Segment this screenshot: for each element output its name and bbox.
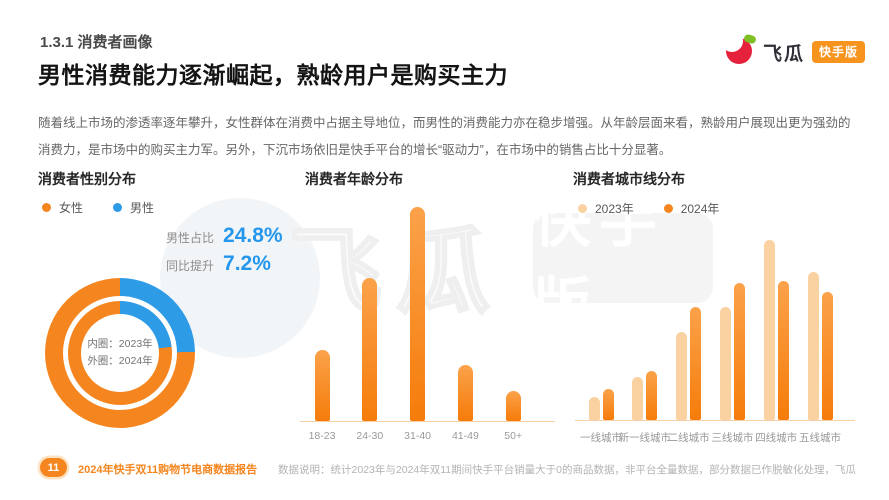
age-label-18-23: 18-23 — [308, 430, 336, 442]
city-bar-新一线城市-2023年 — [632, 376, 644, 420]
logo-edition-badge: 快手版 — [811, 41, 865, 63]
brand-logo: 飞瓜 快手版 — [720, 30, 865, 70]
city-bar-二线城市-2024年 — [690, 306, 702, 420]
city-bar-四线城市-2024年 — [777, 281, 789, 420]
donut-center-note: 内圈：2023年 外圈：2024年 — [81, 314, 159, 392]
stat-male-share: 男性占比 24.8% — [166, 224, 283, 252]
gender-stats: 男性占比 24.8% 同比提升 7.2% — [166, 224, 283, 280]
city-label-三线城市: 三线城市 — [711, 432, 754, 444]
stat-male-share-label: 男性占比 — [166, 231, 215, 245]
city-bar-二线城市-2023年 — [676, 331, 688, 420]
stat-yoy-lift-value: 7.2% — [223, 252, 271, 275]
age-bar-18-23 — [314, 350, 330, 421]
section-label: 1.3.1 消费者画像 — [40, 34, 153, 51]
city-legend: 2023年 2024年 — [578, 200, 741, 217]
logo-brand-text: 飞瓜 — [762, 43, 805, 65]
age-bar-41-49 — [457, 365, 473, 421]
city-label-二线城市: 二线城市 — [667, 432, 710, 444]
city-bar-五线城市-2024年 — [821, 292, 833, 420]
city-chart-title: 消费者城市线分布 — [573, 171, 685, 187]
stat-yoy-lift: 同比提升 7.2% — [166, 252, 283, 280]
watermelon-smile-icon — [720, 30, 758, 70]
legend-dot-female — [42, 203, 51, 212]
donut-center-line1: 内圈：2023年 — [87, 338, 153, 350]
watermark-feigua: 飞瓜 — [287, 218, 505, 326]
legend-label-2024: 2024年 — [680, 202, 720, 216]
city-label-一线城市: 一线城市 — [580, 432, 622, 444]
donut-center-line2: 外圈：2024年 — [87, 355, 153, 367]
city-bar-四线城市-2023年 — [763, 240, 775, 420]
city-bar-新一线城市-2024年 — [646, 371, 658, 420]
gender-legend: 女性 男性 — [42, 199, 176, 216]
watermark-kuaishou-text: 快手版 — [533, 189, 666, 338]
legend-label-2023: 2023年 — [595, 202, 634, 216]
stat-male-share-value: 24.8% — [223, 224, 283, 247]
age-bar-50+ — [505, 391, 521, 421]
city-bar-三线城市-2024年 — [733, 283, 745, 420]
age-bar-chart — [300, 206, 555, 422]
city-bar-chart — [575, 239, 855, 421]
age-label-24-30: 24-30 — [356, 430, 384, 442]
city-label-五线城市: 五线城市 — [799, 432, 841, 444]
age-bar-31-40 — [410, 207, 426, 421]
legend-dot-2023 — [578, 204, 587, 213]
footer-report-title: 2024年快手双11购物节电商数据报告 — [78, 464, 258, 476]
age-label-41-49: 41-49 — [451, 430, 479, 442]
stat-yoy-lift-label: 同比提升 — [166, 259, 215, 273]
age-bar-24-30 — [362, 277, 378, 421]
city-bar-三线城市-2023年 — [719, 306, 731, 420]
page-title: 男性消费能力逐渐崛起，熟龄用户是购买主力 — [38, 62, 508, 88]
city-label-新一线城市: 新一线城市 — [618, 432, 672, 444]
city-label-四线城市: 四线城市 — [755, 432, 798, 444]
age-label-31-40: 31-40 — [404, 430, 432, 442]
gender-chart-title: 消费者性别分布 — [38, 171, 136, 187]
legend-dot-male — [113, 203, 123, 212]
footer-data-note: 数据说明：统计2023年与2024年双11期间快手平台销量大于0的商品数据，非平… — [278, 464, 856, 476]
intro-paragraph: 随着线上市场的渗透率逐年攀升，女性群体在消费中占据主导地位，而男性的消费能力亦在… — [38, 116, 851, 157]
watermark-kuaishou-box: 快手版 — [533, 189, 713, 338]
city-bar-一线城市-2024年 — [602, 389, 614, 420]
legend-label-female: 女性 — [59, 201, 84, 215]
page-number-badge: 11 — [40, 458, 67, 477]
age-axis-labels: 18-23 24-30 31-40 41-49 50+ — [300, 430, 555, 446]
legend-dot-2024 — [663, 204, 673, 213]
city-axis-labels: 一线城市 新一线城市 二线城市 三线城市 四线城市 五线城市 — [575, 430, 855, 446]
age-chart-title: 消费者年龄分布 — [305, 171, 403, 187]
gender-donut-chart: 内圈：2023年 外圈：2024年 — [45, 278, 195, 428]
age-label-50+: 50+ — [504, 430, 523, 442]
city-bar-五线城市-2023年 — [807, 272, 819, 420]
city-bar-一线城市-2023年 — [588, 396, 600, 420]
legend-label-male: 男性 — [130, 201, 155, 215]
